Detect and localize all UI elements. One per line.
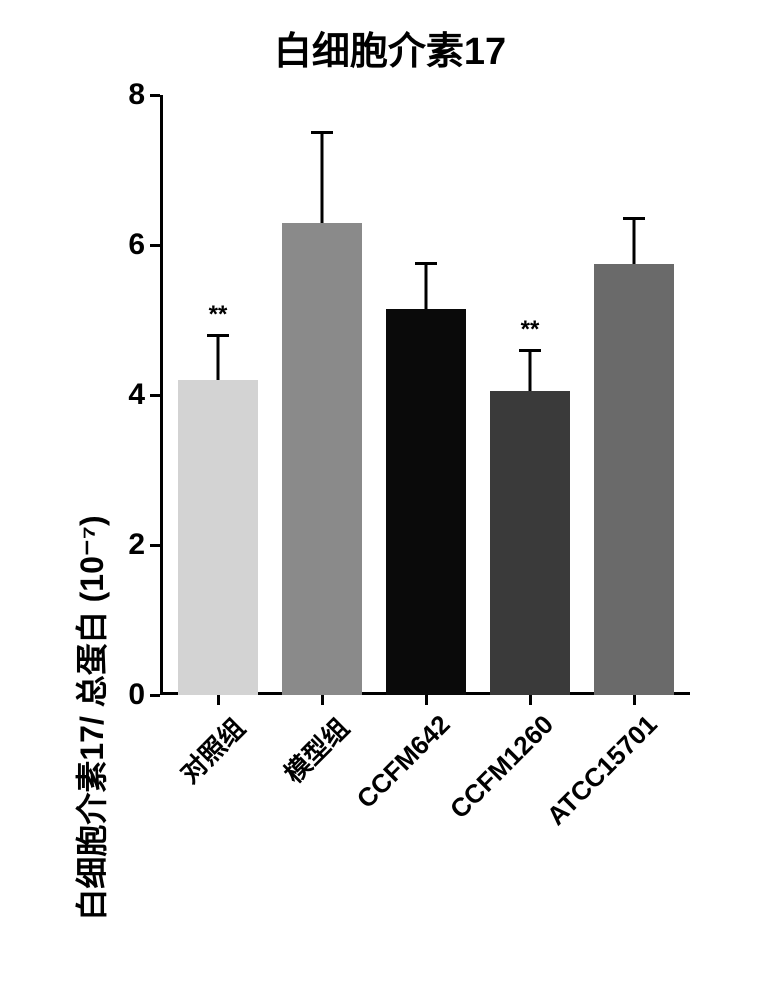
y-tick-label: 8 (128, 78, 145, 112)
error-bar (529, 350, 532, 391)
y-tick (150, 694, 160, 697)
x-tick-label: ATCC15701 (541, 709, 664, 832)
y-tick (150, 244, 160, 247)
bar: ** (178, 380, 258, 695)
y-tick (150, 94, 160, 97)
y-tick (150, 394, 160, 397)
error-cap (311, 131, 333, 134)
bar: ** (490, 391, 570, 695)
y-tick-label: 0 (128, 678, 145, 712)
x-tick (217, 695, 220, 705)
error-bar (321, 133, 324, 223)
error-bar (633, 219, 636, 264)
chart-container: 白细胞介素17 0 2 4 6 8 白细胞介素17/ 总蛋白 (10⁻⁷) ** ** 对照组模… (50, 20, 730, 960)
x-tick (529, 695, 532, 705)
x-tick (321, 695, 324, 705)
x-tick (425, 695, 428, 705)
error-cap (415, 262, 437, 265)
error-bar (217, 335, 220, 380)
significance-marker: ** (209, 301, 228, 329)
y-tick (150, 544, 160, 547)
y-tick-label: 2 (128, 528, 145, 562)
error-cap (623, 217, 645, 220)
error-bar (425, 264, 428, 309)
x-tick-label: CCFM642 (350, 709, 456, 815)
significance-marker: ** (521, 316, 540, 344)
error-cap (207, 334, 229, 337)
x-tick (633, 695, 636, 705)
y-axis-label: 白细胞介素17/ 总蛋白 (10⁻⁷) (67, 515, 113, 920)
x-tick-label: 模型组 (275, 709, 356, 790)
error-cap (519, 349, 541, 352)
bars-group: ** ** (160, 95, 690, 695)
x-tick-label: 对照组 (171, 709, 252, 790)
plot-area: 02468白细胞介素17/ 总蛋白 (10⁻⁷)****对照组模型组CCFM64… (160, 95, 690, 695)
bar (282, 223, 362, 696)
bar (594, 264, 674, 695)
y-tick-label: 6 (128, 228, 145, 262)
y-tick-label: 4 (128, 378, 145, 412)
bar (386, 309, 466, 695)
chart-title: 白细胞介素17 (50, 20, 730, 75)
